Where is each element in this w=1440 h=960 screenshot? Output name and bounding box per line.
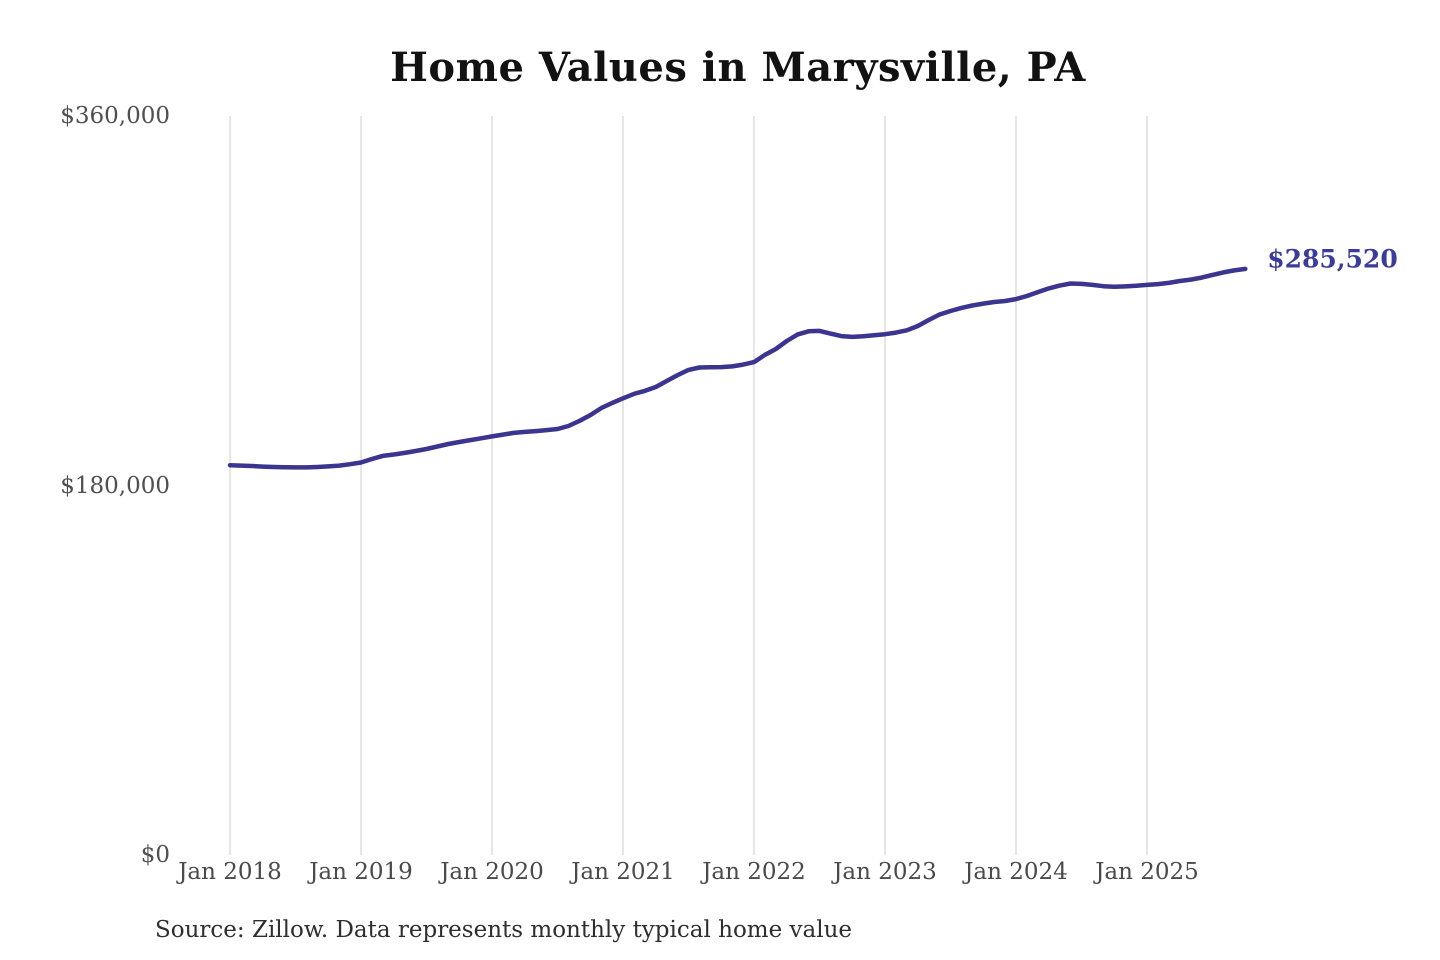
chart-title: Home Values in Marysville, PA <box>390 44 1086 91</box>
x-tick-label: Jan 2021 <box>571 859 675 885</box>
y-tick-label: $180,000 <box>60 472 170 499</box>
x-tick-label: Jan 2020 <box>440 859 544 885</box>
x-tick-label: Jan 2019 <box>309 859 413 885</box>
x-tick-label: Jan 2023 <box>833 859 937 885</box>
gridlines <box>229 116 1148 855</box>
x-tick-label: Jan 2018 <box>178 859 282 885</box>
x-tick-label: Jan 2025 <box>1095 859 1199 885</box>
home-values-line <box>227 266 1248 470</box>
source-note: Source: Zillow. Data represents monthly … <box>155 917 853 943</box>
end-value-label: $285,520 <box>1267 244 1398 274</box>
y-tick-label: $0 <box>140 842 170 868</box>
y-tick-label: $360,000 <box>60 103 170 129</box>
x-tick-label: Jan 2024 <box>964 859 1068 885</box>
x-tick-label: Jan 2022 <box>702 859 806 885</box>
